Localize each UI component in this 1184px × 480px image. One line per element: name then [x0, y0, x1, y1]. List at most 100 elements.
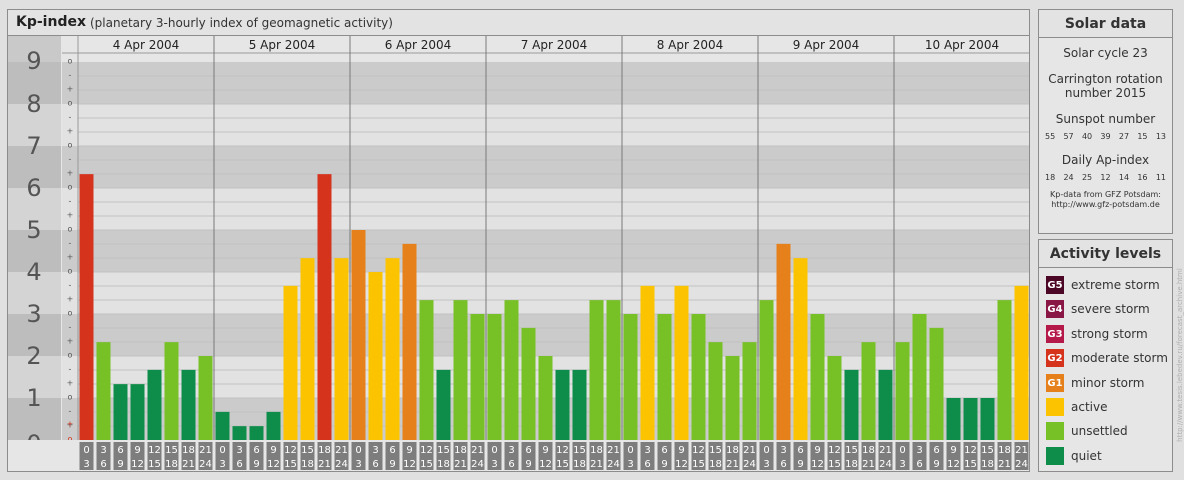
legend-item-quiet: quiet	[1046, 446, 1102, 466]
interval-box	[147, 442, 162, 470]
interval-label-start: 12	[964, 445, 977, 456]
interval-box	[419, 442, 434, 470]
interval-label-end: 15	[148, 459, 161, 470]
minor-tick-label: o	[68, 141, 73, 150]
interval-label-end: 12	[267, 459, 280, 470]
interval-label-end: 12	[403, 459, 416, 470]
interval-box	[742, 442, 757, 470]
kp-bar	[793, 258, 808, 440]
kp-band	[62, 104, 1029, 146]
y-label-band	[8, 272, 61, 314]
interval-label-end: 21	[318, 459, 331, 470]
kp-bar	[708, 342, 723, 440]
kp-source: Kp-data from GFZ Potsdam: http://www.gfz…	[1039, 190, 1172, 210]
minor-tick-label: +	[67, 127, 74, 136]
kp-bar	[487, 314, 502, 440]
kp-bar	[368, 272, 383, 440]
interval-box	[317, 442, 332, 470]
interval-label-end: 15	[556, 459, 569, 470]
interval-box	[521, 442, 536, 470]
interval-label-end: 18	[709, 459, 722, 470]
interval-label-end: 18	[845, 459, 858, 470]
interval-label-end: 3	[355, 459, 361, 470]
legend-item-active: active	[1046, 397, 1107, 417]
day-header-strip	[62, 36, 1029, 53]
interval-label-start: 18	[726, 445, 739, 456]
minor-tick-label: +	[67, 169, 74, 178]
ap-value: 11	[1155, 173, 1166, 182]
interval-box	[759, 442, 774, 470]
interval-label-end: 18	[981, 459, 994, 470]
interval-label-end: 15	[828, 459, 841, 470]
interval-box	[895, 442, 910, 470]
interval-label-start: 15	[573, 445, 586, 456]
interval-label-end: 18	[573, 459, 586, 470]
interval-label-end: 24	[199, 459, 212, 470]
kp-bar	[589, 300, 604, 440]
interval-box	[793, 442, 808, 470]
minor-tick-label: +	[67, 379, 74, 388]
kp-bar	[96, 342, 111, 440]
interval-box	[368, 442, 383, 470]
interval-label-start: 21	[335, 445, 348, 456]
carrington-line-2: number 2015	[1064, 86, 1147, 100]
interval-label-start: 0	[627, 445, 633, 456]
legend-label: unsettled	[1071, 424, 1128, 438]
interval-label-start: 21	[471, 445, 484, 456]
kp-bar	[181, 369, 196, 440]
interval-box	[538, 442, 553, 470]
interval-label-end: 6	[100, 459, 106, 470]
interval-label-end: 9	[117, 459, 123, 470]
interval-box	[334, 442, 349, 470]
watermark-text: http://www.tesis.lebedev.ru/forecast_arc…	[1176, 268, 1184, 442]
legend-label: active	[1071, 400, 1108, 414]
kp-bar	[878, 369, 893, 440]
minor-tick-label: o	[68, 435, 73, 444]
day-label: 4 Apr 2004	[113, 38, 180, 52]
y-tick-label: 4	[26, 258, 41, 286]
kp-bar	[385, 258, 400, 440]
interval-box	[589, 442, 604, 470]
kp-bar	[164, 342, 179, 440]
minor-tick-label: -	[69, 113, 72, 122]
interval-label-start: 3	[372, 445, 378, 456]
kp-band	[62, 146, 1029, 188]
interval-label-start: 21	[879, 445, 892, 456]
kp-bar	[997, 300, 1012, 440]
legend-swatch	[1046, 422, 1064, 440]
kp-bar	[691, 314, 706, 440]
y-label-band	[8, 314, 61, 356]
legend-item-extreme-storm: G5 extreme storm	[1046, 275, 1160, 295]
interval-label-start: 21	[607, 445, 620, 456]
legend-label: minor storm	[1071, 376, 1145, 390]
minor-tick-label: -	[69, 71, 72, 80]
interval-label-end: 21	[998, 459, 1011, 470]
interval-label-start: 15	[301, 445, 314, 456]
interval-box	[79, 442, 94, 470]
interval-box	[249, 442, 264, 470]
interval-box	[657, 442, 672, 470]
interval-box	[232, 442, 247, 470]
kp-bar	[266, 411, 281, 440]
interval-label-end: 9	[933, 459, 939, 470]
interval-label-end: 3	[627, 459, 633, 470]
kp-band	[62, 314, 1029, 356]
interval-label-start: 6	[525, 445, 531, 456]
interval-box	[997, 442, 1012, 470]
solar-data-panel: Solar data Solar cycle 23 Carrington rot…	[1038, 9, 1173, 234]
kp-bar	[759, 300, 774, 440]
kp-bar	[504, 300, 519, 440]
minor-tick-label: -	[69, 323, 72, 332]
interval-label-end: 3	[763, 459, 769, 470]
legend-swatch	[1046, 447, 1064, 465]
y-tick-label: 9	[26, 47, 41, 75]
interval-label-start: 0	[83, 445, 89, 456]
legend-item-unsettled: unsettled	[1046, 421, 1128, 441]
sunspot-value: 40	[1081, 132, 1093, 141]
interval-label-start: 3	[644, 445, 650, 456]
y-label-band	[8, 62, 61, 104]
ap-value: 24	[1063, 173, 1074, 182]
interval-label-start: 6	[117, 445, 123, 456]
kp-bar	[725, 356, 740, 440]
kp-source-link[interactable]: http://www.gfz-potsdam.de	[1051, 200, 1160, 209]
